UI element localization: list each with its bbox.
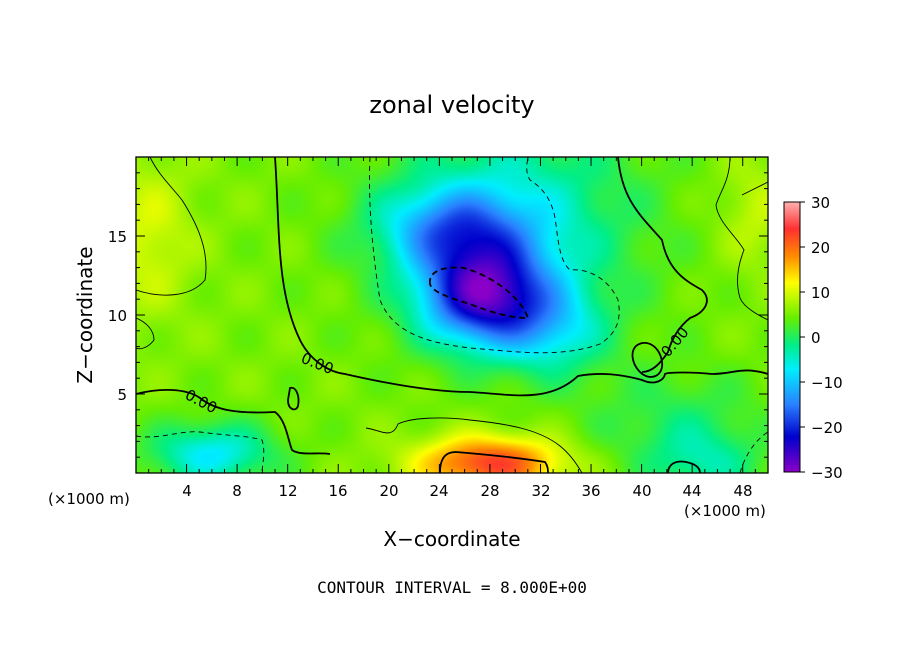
colorbar-label: −10 (811, 374, 843, 392)
y-tick-labels: 5 10 15 (108, 228, 127, 404)
colorbar-label: −30 (811, 464, 843, 482)
neg8-contour-main (369, 157, 620, 354)
neg8-contour-bl (136, 431, 265, 473)
pos8-contour-right (715, 157, 768, 321)
zero-contour-left (274, 157, 768, 397)
pos8-contour-bottom (365, 417, 583, 473)
x-unit-label-right: (×1000 m) (684, 502, 766, 520)
zero-contour-bottom (439, 451, 549, 473)
y-tick-label: 10 (108, 307, 127, 325)
axis-ticks (136, 157, 768, 473)
x-tick-label: 40 (632, 482, 651, 500)
colorbar-label: 30 (811, 194, 830, 212)
pos8-contour-left (136, 157, 207, 296)
colorbar-ticks (800, 201, 805, 473)
x-tick-label: 48 (733, 482, 752, 500)
colorbar-label: 0 (811, 329, 821, 347)
y-tick-label: 5 (117, 386, 127, 404)
zero-contour-right (617, 157, 708, 373)
contour-lines (136, 157, 768, 473)
x-tick-label: 36 (581, 482, 600, 500)
zero-contour-ring (631, 341, 663, 378)
colorbar-label: −20 (811, 419, 843, 437)
x-tick-label: 44 (682, 482, 701, 500)
contour-interval-note: CONTOUR INTERVAL = 8.000E+00 (317, 578, 587, 597)
x-tick-label: 32 (531, 482, 550, 500)
x-tick-labels: 4 8 12 16 20 24 28 32 36 40 44 48 (182, 482, 752, 500)
y-axis-label: Z−coordinate (73, 246, 97, 383)
y-tick-label: 15 (108, 228, 127, 246)
pos8-contour-tr (741, 181, 768, 196)
x-tick-label: 12 (278, 482, 297, 500)
x-axis-label: X−coordinate (383, 527, 520, 551)
colorbar-label: 20 (811, 239, 830, 257)
x-tick-label: 4 (182, 482, 192, 500)
zero-contour-br (667, 460, 701, 473)
x-tick-label: 20 (379, 482, 398, 500)
x-unit-label: (×1000 m) (48, 490, 130, 508)
colorbar: 30 20 10 0 −10 −20 −30 (783, 194, 843, 482)
colorbar-label: 10 (811, 284, 830, 302)
neg16-contour (429, 266, 530, 319)
x-tick-label: 8 (232, 482, 242, 500)
x-tick-label: 24 (429, 482, 448, 500)
colorbar-fill (783, 201, 801, 473)
x-tick-label: 16 (328, 482, 347, 500)
x-tick-label: 28 (480, 482, 499, 500)
neg8-contour-br (739, 431, 768, 473)
velocity-field (136, 157, 768, 473)
pos8-contour-leftmid (136, 317, 155, 350)
chart-title: zonal velocity (369, 91, 534, 119)
zero-contour-lower (136, 389, 331, 455)
zero-contour-small (287, 386, 300, 411)
